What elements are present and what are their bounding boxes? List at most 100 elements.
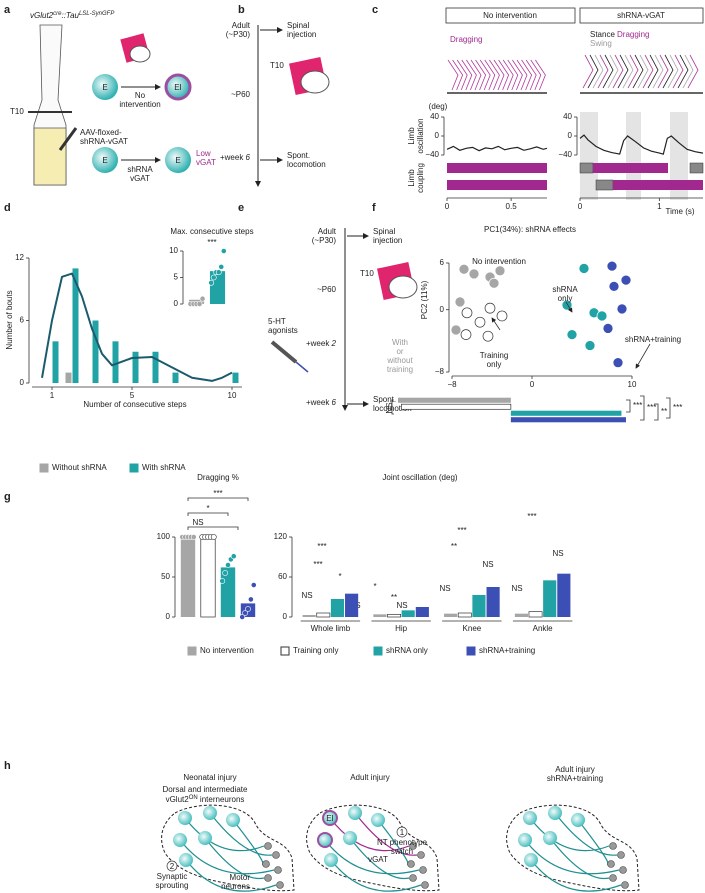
marker-circle [396, 826, 408, 838]
text: Spinal [373, 227, 395, 236]
panel-label: c [372, 4, 378, 16]
stick [470, 59, 482, 91]
text: Swing [590, 39, 612, 48]
text: T10 [10, 107, 24, 116]
stick [456, 59, 468, 91]
point [239, 614, 246, 620]
motor-neuron [276, 881, 284, 889]
text: Spinal [287, 21, 309, 30]
bar [345, 593, 359, 617]
motor-neuron [607, 860, 615, 868]
text: ::Tau [61, 11, 79, 20]
text: intervention [119, 100, 160, 109]
axon [549, 837, 610, 880]
legend-label: shRNA only [386, 646, 428, 655]
x-axis-label: Number of consecutive steps [83, 400, 186, 409]
cell [92, 74, 118, 100]
syringe [58, 127, 78, 151]
text: vGAT [196, 158, 216, 167]
text: EI [326, 814, 334, 823]
legend-label: Without shRNA [52, 463, 107, 472]
text: ~P60 [231, 90, 250, 99]
point [468, 268, 480, 280]
marker-circle [166, 860, 178, 872]
bar [398, 397, 511, 403]
text: Stance [590, 30, 615, 39]
significance: NS [385, 402, 394, 413]
significance: *** [527, 512, 536, 521]
stick [530, 59, 542, 91]
y-tick-label: 6 [20, 316, 25, 325]
chart-title: PC1(34%): shRNA effects [484, 225, 576, 234]
h-subpanel [306, 804, 440, 892]
x-tick-label: Hip [395, 624, 408, 633]
text: interneurons [198, 795, 245, 804]
legend-label: No intervention [200, 646, 254, 655]
arrow [565, 301, 573, 313]
text: agonists [268, 326, 298, 335]
legend-label: Training only [293, 646, 339, 655]
text: coupling [416, 163, 425, 193]
axon [204, 837, 265, 880]
x-tick-label: 5 [130, 391, 135, 400]
y-tick-label: 100 [157, 532, 171, 541]
bar [510, 410, 622, 416]
stick [587, 54, 599, 89]
interneuron [371, 813, 385, 827]
text: Adult [318, 227, 337, 236]
point [219, 578, 226, 584]
text: E [102, 83, 107, 92]
text: 6 [332, 398, 337, 407]
chart-title: Dragging % [197, 473, 239, 482]
stick [582, 54, 594, 89]
interneuron [173, 833, 187, 847]
cell [92, 147, 118, 173]
text: shRNA+training [547, 774, 603, 783]
cord-outline [161, 804, 295, 892]
text: +week 6 [220, 153, 251, 162]
x-tick-label: 1 [50, 391, 55, 400]
point [245, 606, 251, 612]
axon [349, 837, 410, 880]
significance: *** [633, 401, 642, 410]
significance: * [338, 572, 341, 581]
point [606, 260, 618, 272]
y-tick-label: 0 [283, 612, 288, 621]
interneuron [324, 853, 338, 867]
bar [152, 351, 159, 383]
panel-label: h [4, 760, 11, 772]
y-tick-label: 0 [435, 131, 440, 140]
significance: *** [317, 542, 326, 551]
text: vGlut2 [30, 11, 54, 20]
point [460, 329, 472, 340]
motor-neuron [409, 874, 417, 882]
stick [597, 54, 609, 89]
bar [510, 417, 626, 423]
stick [512, 59, 523, 91]
point [488, 277, 500, 289]
motor-neuron [621, 881, 629, 889]
stick-diagrams [447, 54, 699, 91]
stick [475, 59, 487, 91]
stick [652, 54, 664, 89]
coupling-bar [613, 180, 703, 190]
point [196, 301, 203, 307]
stick [682, 54, 694, 89]
text: 2 [331, 339, 337, 348]
x-tick-label: Whole limb [311, 624, 351, 633]
text: NT phenotype [377, 838, 428, 847]
text: vGAT [368, 855, 388, 864]
stick [662, 54, 674, 89]
significance: ** [661, 407, 667, 416]
axon [354, 812, 418, 856]
text: 6 [246, 153, 251, 162]
y-tick-label: 40 [563, 112, 572, 121]
fit-curve [41, 272, 233, 382]
y-tick-label: 6 [440, 258, 445, 267]
axon [554, 812, 618, 856]
text: Neonatal injury [183, 773, 236, 782]
stick [484, 59, 496, 91]
motor-neuron [617, 851, 625, 859]
significance: NS [439, 584, 450, 593]
stick [612, 54, 624, 89]
